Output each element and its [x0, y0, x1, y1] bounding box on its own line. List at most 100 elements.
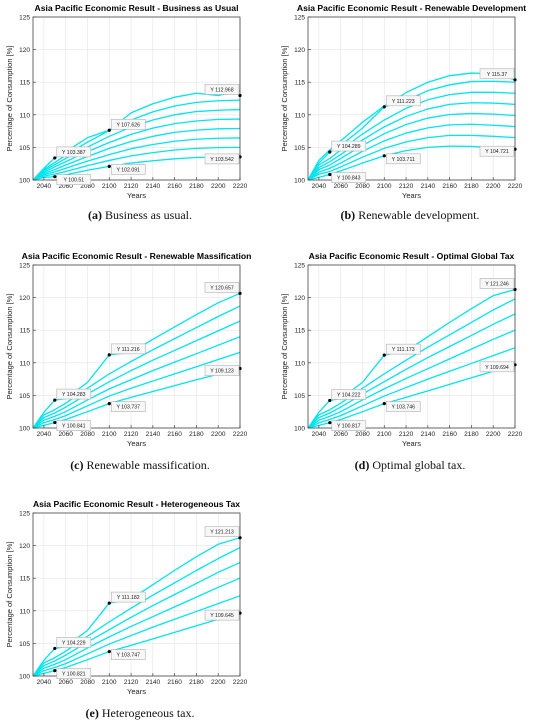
x-tick-label: 2140 [146, 183, 161, 190]
datatip-box [56, 668, 92, 679]
x-axis-label: Years [402, 191, 421, 200]
datatip-label: Y 103.746 [391, 405, 415, 411]
series-line-2 [32, 595, 241, 677]
datatip-label: Y 109.123 [210, 369, 234, 375]
x-tick-label: 2060 [333, 183, 348, 190]
datatip-marker [382, 401, 386, 406]
datatip-box [110, 164, 146, 175]
y-axis-label: Percentage of Consumption [%] [5, 542, 14, 648]
datatip-marker [107, 649, 111, 654]
y-tick-label: 125 [19, 15, 30, 22]
x-tick-label: 2120 [124, 431, 139, 438]
y-tick-label: 105 [294, 393, 305, 400]
x-axis-label: Years [127, 439, 146, 448]
axes-box [307, 264, 516, 429]
x-tick-label: 2140 [421, 183, 436, 190]
x-tick-label: 2180 [189, 679, 204, 686]
x-tick-label: 2080 [80, 431, 95, 438]
x-tick-label: 2200 [486, 183, 501, 190]
datatip-marker [107, 164, 111, 168]
datatip-box [331, 140, 367, 152]
caption-heterogeneous-tax: (e) Heterogeneous tax. [5, 706, 275, 721]
series-line-5 [307, 102, 516, 181]
datatip-marker [53, 398, 57, 402]
datatip-label: Y 102.091 [116, 167, 140, 173]
x-tick-label: 2160 [442, 431, 457, 438]
y-tick-label: 115 [295, 80, 306, 87]
datatip-box [110, 591, 146, 603]
datatip-label: Y 111.173 [392, 347, 415, 353]
y-axis-label: Percentage of Consumption [%] [280, 294, 289, 400]
x-tick-label: 2220 [508, 431, 523, 438]
datatip-box [204, 526, 240, 537]
series-line-2 [32, 351, 241, 429]
x-tick-label: 2080 [80, 679, 95, 686]
datatip-label: Y 103.711 [392, 157, 415, 163]
y-tick-label: 115 [20, 576, 31, 583]
datatip-box [204, 84, 240, 95]
datatip-label: Y 111.182 [117, 595, 140, 601]
y-tick-label: 125 [294, 15, 305, 22]
y-tick-label: 120 [294, 47, 305, 54]
datatip-marker [328, 398, 332, 403]
x-tick-label: 2220 [233, 679, 248, 686]
datatip-marker [382, 353, 386, 357]
x-tick-label: 2140 [146, 431, 161, 438]
datatip-marker [53, 156, 57, 160]
caption-renewable-massification: (c) Renewable massification. [5, 458, 275, 473]
y-tick-label: 100 [19, 426, 30, 433]
datatip-label: Y 111.216 [117, 347, 140, 353]
datatip-box [204, 153, 240, 165]
x-tick-label: 2080 [355, 183, 370, 190]
series-line-3 [32, 336, 241, 429]
y-tick-label: 110 [295, 112, 306, 119]
series-line-5 [32, 305, 241, 429]
x-tick-label: 2100 [102, 679, 117, 686]
datatip-label: Y 107.626 [116, 122, 140, 128]
datatip-box [110, 343, 146, 355]
y-tick-label: 100 [19, 178, 30, 185]
y-tick-label: 100 [294, 178, 305, 185]
caption-tag: (e) [85, 706, 99, 720]
datatip-label: Y 120.657 [210, 285, 234, 291]
x-tick-label: 2180 [464, 431, 479, 438]
y-tick-label: 120 [294, 295, 305, 302]
series-line-1 [307, 145, 516, 181]
chart-business-as-usual: Asia Pacific Economic Result - Business … [5, 3, 248, 200]
datatip-label: Y 100.51 [63, 178, 84, 184]
datatip-box [331, 172, 367, 183]
chart-heterogeneous-tax: Asia Pacific Economic Result - Heterogen… [5, 499, 248, 696]
datatip-marker [53, 420, 57, 425]
x-tick-label: 2120 [124, 679, 139, 686]
y-tick-label: 115 [20, 80, 31, 87]
chart-title: Asia Pacific Economic Result - Business … [35, 3, 239, 13]
caption-business-as-usual: (a) Business as usual. [5, 208, 275, 223]
datatip-box [56, 146, 92, 158]
series-line-2 [307, 134, 516, 181]
datatip-box [479, 68, 515, 80]
datatip-box [56, 388, 92, 400]
x-tick-label: 2100 [377, 183, 392, 190]
y-tick-label: 120 [19, 47, 30, 54]
datatip-label: Y 103.747 [116, 653, 140, 659]
x-tick-label: 2040 [37, 431, 52, 438]
y-tick-label: 110 [295, 360, 306, 367]
datatip-label: Y 103.542 [210, 157, 234, 163]
x-axis-label: Years [127, 191, 146, 200]
x-tick-label: 2200 [211, 431, 226, 438]
series-line-6 [32, 108, 241, 181]
y-tick-label: 125 [19, 263, 30, 270]
chart-title: Asia Pacific Economic Result - Heterogen… [33, 499, 240, 509]
datatip-marker [382, 154, 386, 158]
x-tick-label: 2100 [102, 183, 117, 190]
datatip-box [110, 649, 146, 660]
y-axis-label: Percentage of Consumption [%] [280, 46, 289, 152]
y-tick-label: 110 [20, 608, 31, 615]
series-line-3 [32, 137, 241, 181]
chart-renewable-massification: Asia Pacific Economic Result - Renewable… [5, 251, 251, 448]
datatip-label: Y 104.289 [337, 144, 361, 150]
x-tick-label: 2180 [189, 431, 204, 438]
datatip-box [479, 278, 515, 289]
caption-tag: (d) [354, 458, 370, 472]
